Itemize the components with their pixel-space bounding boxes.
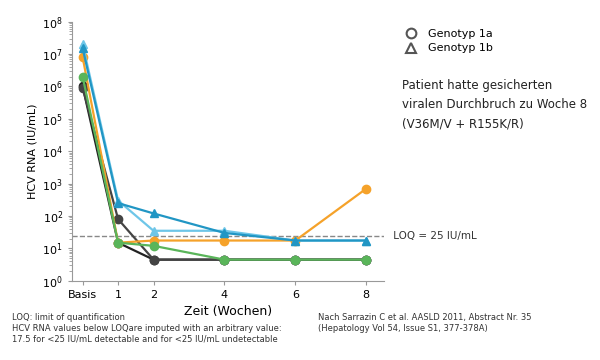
Y-axis label: HCV RNA (IU/mL): HCV RNA (IU/mL) — [28, 103, 38, 199]
Text: Patient hatte gesicherten
viralen Durchbruch zu Woche 8
(V36M/V + R155K/R): Patient hatte gesicherten viralen Durchb… — [402, 79, 587, 130]
Text: LOQ: limit of quantification
HCV RNA values below LOQare imputed with an arbitra: LOQ: limit of quantification HCV RNA val… — [12, 313, 281, 343]
X-axis label: Zeit (Wochen): Zeit (Wochen) — [184, 305, 272, 318]
Text: Nach Sarrazin C et al. AASLD 2011, Abstract Nr. 35
(Hepatology Vol 54, Issue S1,: Nach Sarrazin C et al. AASLD 2011, Abstr… — [318, 313, 532, 333]
Text: LOQ = 25 IU/mL: LOQ = 25 IU/mL — [390, 230, 477, 240]
Legend: Genotyp 1a, Genotyp 1b: Genotyp 1a, Genotyp 1b — [396, 24, 497, 58]
